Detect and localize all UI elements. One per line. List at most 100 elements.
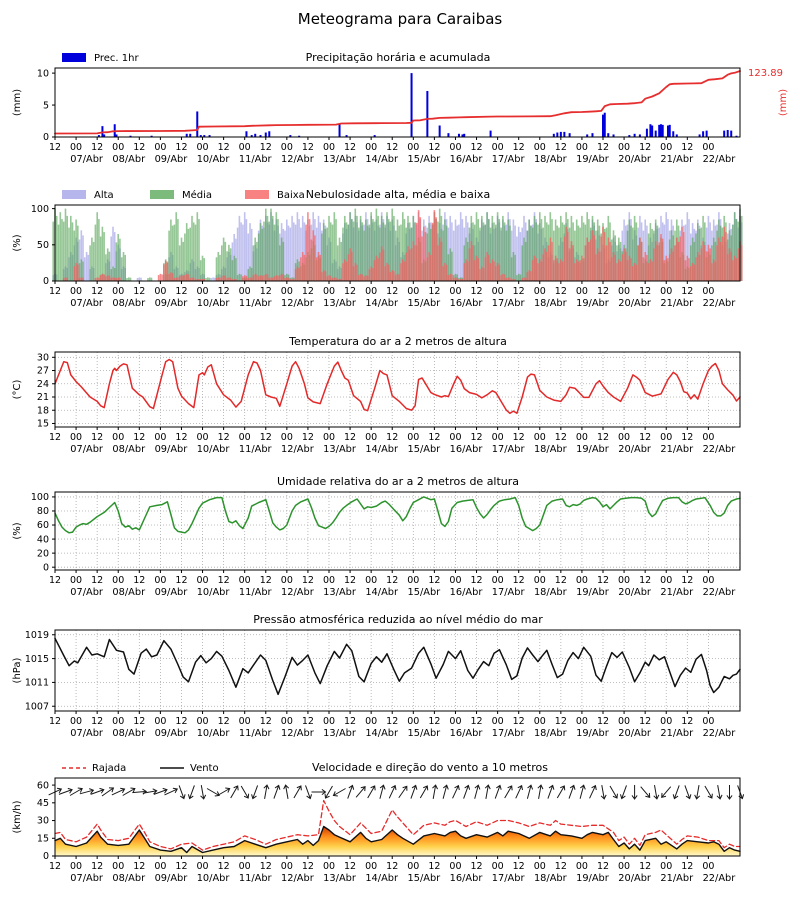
- x-tick-label: 12: [428, 142, 440, 153]
- x-day-label: 17/Abr: [492, 444, 526, 455]
- x-tick-label: 12: [260, 432, 272, 443]
- x-day-label: 08/Abr: [112, 298, 146, 309]
- x-tick-label: 00: [702, 142, 714, 153]
- y-tick-label: 0: [43, 851, 49, 862]
- x-tick-label: 00: [112, 432, 124, 443]
- x-tick-label: 12: [133, 575, 145, 586]
- x-day-label: 11/Abr: [239, 728, 273, 739]
- y-tick-label: 40: [37, 534, 49, 545]
- x-tick-label: 12: [428, 575, 440, 586]
- x-tick-label: 00: [323, 861, 335, 872]
- x-tick-label: 00: [365, 432, 377, 443]
- legend-label: Rajada: [92, 763, 126, 774]
- x-day-label: 07/Abr: [70, 587, 104, 598]
- x-day-label: 17/Abr: [492, 298, 526, 309]
- x-tick-label: 00: [112, 716, 124, 727]
- x-day-label: 10/Abr: [197, 298, 231, 309]
- x-day-label: 10/Abr: [197, 587, 231, 598]
- x-day-label: 22/Abr: [703, 444, 737, 455]
- precip-title: Precipitação horária e acumulada: [306, 51, 491, 64]
- x-day-label: 15/Abr: [407, 444, 441, 455]
- x-tick-label: 00: [196, 575, 208, 586]
- x-day-label: 17/Abr: [492, 587, 526, 598]
- x-day-label: 22/Abr: [703, 587, 737, 598]
- x-tick-label: 12: [555, 716, 567, 727]
- y-tick-label: 60: [37, 780, 49, 791]
- x-tick-label: 00: [281, 716, 293, 727]
- x-tick-label: 00: [660, 286, 672, 297]
- x-tick-label: 00: [365, 716, 377, 727]
- x-day-label: 11/Abr: [239, 298, 273, 309]
- x-tick-label: 12: [428, 432, 440, 443]
- x-day-label: 22/Abr: [703, 873, 737, 884]
- x-tick-label: 00: [702, 716, 714, 727]
- y-tick-label: 1007: [25, 701, 49, 712]
- x-day-label: 15/Abr: [407, 587, 441, 598]
- x-day-label: 15/Abr: [407, 154, 441, 165]
- x-day-label: 13/Abr: [323, 444, 357, 455]
- x-tick-label: 00: [154, 861, 166, 872]
- x-tick-label: 00: [660, 716, 672, 727]
- x-tick-label: 12: [133, 716, 145, 727]
- x-tick-label: 00: [365, 286, 377, 297]
- x-tick-label: 00: [70, 575, 82, 586]
- x-tick-label: 00: [112, 575, 124, 586]
- x-tick-label: 00: [449, 286, 461, 297]
- x-day-label: 13/Abr: [323, 154, 357, 165]
- y-tick-label: 20: [37, 548, 49, 559]
- x-day-label: 08/Abr: [112, 154, 146, 165]
- x-tick-label: 00: [112, 286, 124, 297]
- x-tick-label: 00: [449, 432, 461, 443]
- x-tick-label: 12: [260, 716, 272, 727]
- x-tick-label: 00: [534, 575, 546, 586]
- x-day-label: 11/Abr: [239, 587, 273, 598]
- x-tick-label: 12: [428, 861, 440, 872]
- x-day-label: 16/Abr: [450, 873, 484, 884]
- x-tick-label: 12: [302, 286, 314, 297]
- x-tick-label: 00: [154, 432, 166, 443]
- y-tick-label: 30: [37, 816, 49, 827]
- temp-title: Temperatura do ar a 2 metros de altura: [288, 335, 507, 348]
- x-tick-label: 12: [597, 286, 609, 297]
- y-tick-label: 0: [43, 562, 49, 573]
- x-tick-label: 12: [133, 286, 145, 297]
- x-tick-label: 12: [470, 861, 482, 872]
- x-tick-label: 00: [449, 716, 461, 727]
- x-day-label: 20/Abr: [618, 154, 652, 165]
- x-day-label: 19/Abr: [576, 728, 610, 739]
- x-tick-label: 12: [386, 142, 398, 153]
- x-day-label: 10/Abr: [197, 873, 231, 884]
- x-tick-label: 00: [407, 861, 419, 872]
- rh-title: Umidade relativa do ar a 2 metros de alt…: [277, 475, 519, 488]
- x-day-label: 09/Abr: [155, 154, 189, 165]
- x-day-label: 12/Abr: [281, 154, 315, 165]
- x-tick-label: 12: [470, 286, 482, 297]
- page-title: Meteograma para Caraibas: [297, 10, 503, 28]
- x-day-label: 15/Abr: [407, 728, 441, 739]
- x-tick-label: 12: [555, 142, 567, 153]
- x-tick-label: 12: [555, 575, 567, 586]
- x-tick-label: 00: [534, 142, 546, 153]
- x-tick-label: 12: [218, 861, 230, 872]
- x-tick-label: 00: [576, 142, 588, 153]
- x-tick-label: 12: [344, 575, 356, 586]
- x-tick-label: 12: [386, 286, 398, 297]
- x-day-label: 18/Abr: [534, 444, 568, 455]
- x-tick-label: 00: [70, 432, 82, 443]
- x-tick-label: 00: [323, 142, 335, 153]
- x-day-label: 14/Abr: [365, 298, 399, 309]
- x-day-label: 18/Abr: [534, 154, 568, 165]
- x-tick-label: 00: [618, 432, 630, 443]
- y-tick-label: 15: [37, 833, 49, 844]
- x-tick-label: 12: [386, 575, 398, 586]
- x-tick-label: 00: [660, 432, 672, 443]
- x-tick-label: 00: [323, 575, 335, 586]
- y-tick-label: 18: [37, 405, 49, 416]
- x-tick-label: 00: [618, 861, 630, 872]
- x-tick-label: 12: [49, 142, 61, 153]
- precip-ylabel: (mm): [12, 89, 23, 116]
- x-tick-label: 12: [175, 716, 187, 727]
- x-tick-label: 00: [449, 142, 461, 153]
- x-tick-label: 12: [260, 861, 272, 872]
- x-day-label: 22/Abr: [703, 154, 737, 165]
